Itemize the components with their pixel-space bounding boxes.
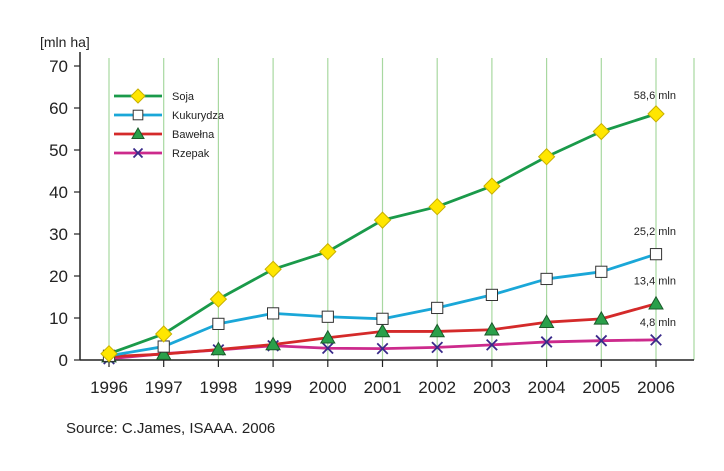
legend-marker <box>132 147 144 159</box>
data-point-soja <box>264 260 282 278</box>
data-point-bawełna <box>538 314 555 328</box>
data-point-soja <box>154 325 173 343</box>
y-tick-label: 0 <box>59 351 68 370</box>
data-point-bawełna <box>319 329 336 344</box>
x-tick-label: 2006 <box>637 378 675 397</box>
legend-marker <box>131 126 145 139</box>
y-tick-label: 30 <box>49 225 68 244</box>
data-point-kukurydza <box>485 288 498 301</box>
data-point-bawełna <box>429 323 446 338</box>
y-tick-label: 20 <box>49 267 68 286</box>
data-point-soja <box>537 148 556 166</box>
data-point-soja <box>592 122 611 141</box>
data-point-kukurydza <box>321 310 334 323</box>
x-tick-label: 1997 <box>145 378 183 397</box>
data-point-soja <box>319 242 337 261</box>
x-tick-label: 2002 <box>418 378 456 397</box>
x-tick-label: 1996 <box>90 378 128 397</box>
y-tick-label: 50 <box>49 141 68 160</box>
data-point-bawełna <box>648 295 664 310</box>
data-point-rzepak <box>650 333 662 346</box>
data-point-bawełna <box>155 346 172 360</box>
data-label-annotation: 58,6 mln <box>634 90 676 102</box>
data-point-rzepak <box>431 341 444 354</box>
data-point-kukurydza <box>540 272 553 286</box>
data-point-soja <box>428 197 446 216</box>
data-point-soja <box>647 105 665 123</box>
x-tick-label: 2005 <box>582 378 620 397</box>
legend-marker <box>132 109 144 121</box>
data-point-kukurydza <box>431 301 444 315</box>
y-axis-unit-label: [mln ha] <box>40 34 90 50</box>
data-point-kukurydza <box>267 307 280 320</box>
legend-label: Rzepak <box>172 148 210 160</box>
data-point-rzepak <box>540 336 553 348</box>
data-point-bawełna <box>374 323 391 338</box>
x-tick-label: 1999 <box>254 378 292 397</box>
data-point-bawełna <box>265 336 281 351</box>
data-label-annotation: 25,2 mln <box>634 226 676 238</box>
data-point-soja <box>209 290 228 308</box>
data-point-bawełna <box>210 341 227 356</box>
y-tick-label: 60 <box>49 99 68 118</box>
y-tick-label: 70 <box>49 57 68 76</box>
data-point-rzepak <box>595 334 608 347</box>
x-tick-label: 2000 <box>309 378 347 397</box>
data-point-rzepak <box>321 342 334 355</box>
x-tick-label: 2001 <box>364 378 402 397</box>
legend-label: Kukurydza <box>172 110 225 122</box>
data-point-soja <box>373 211 392 229</box>
data-point-kukurydza <box>595 265 608 278</box>
y-tick-label: 10 <box>49 309 68 328</box>
data-point-rzepak <box>486 338 498 351</box>
data-point-bawełna <box>593 310 610 325</box>
data-point-kukurydza <box>376 312 389 325</box>
legend-marker <box>130 88 146 104</box>
data-label-annotation: 4,8 mln <box>640 317 676 329</box>
x-tick-label: 2004 <box>528 378 566 397</box>
legend-label: Soja <box>172 91 195 103</box>
x-tick-label: 2003 <box>473 378 511 397</box>
data-point-kukurydza <box>649 248 663 261</box>
data-point-soja <box>483 177 501 195</box>
source-note: Source: C.James, ISAAA. 2006 <box>66 420 276 437</box>
data-label-annotation: 13,4 mln <box>634 276 676 288</box>
legend-label: Bawełna <box>172 129 215 141</box>
data-point-kukurydza <box>212 317 225 330</box>
data-point-soja <box>100 344 118 363</box>
x-tick-label: 1998 <box>199 378 237 397</box>
data-point-rzepak <box>376 342 389 355</box>
y-tick-label: 40 <box>49 183 68 202</box>
data-point-bawełna <box>484 321 500 336</box>
